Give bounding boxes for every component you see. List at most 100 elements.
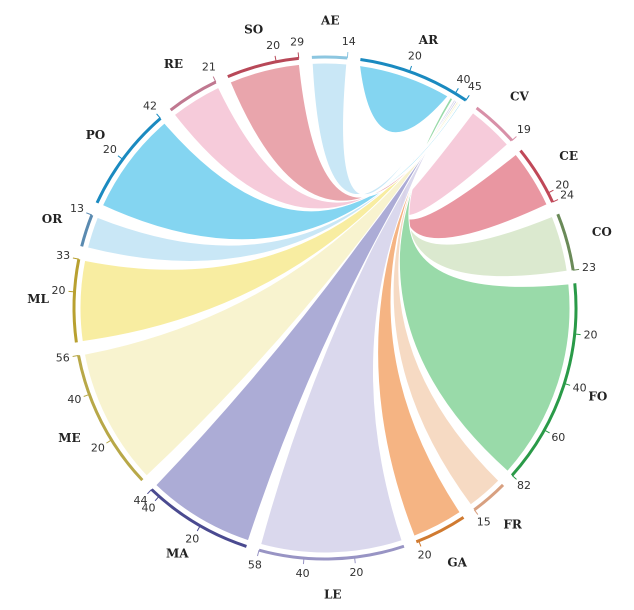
tick-label: 20 [555, 179, 569, 192]
tick-mark [544, 429, 550, 434]
tick-mark [465, 95, 470, 101]
segment-label: CV [510, 89, 530, 103]
tick-label: 14 [342, 35, 356, 48]
segment-arc [475, 106, 514, 142]
segment-arc [258, 544, 405, 561]
tick-label: 56 [56, 351, 70, 364]
ribbon [405, 96, 568, 278]
segment-label: AE [320, 14, 339, 28]
tick-mark [72, 354, 79, 358]
tick-label: 60 [551, 431, 565, 444]
segment-label: FR [503, 518, 523, 532]
segment-label: LE [324, 587, 342, 601]
segment-label: FO [588, 390, 607, 404]
segment-arc [556, 213, 575, 271]
tick-label: 45 [468, 80, 482, 93]
tick-label: 20 [266, 39, 280, 52]
tick-label: 42 [143, 99, 157, 112]
tick-label: 20 [418, 549, 432, 562]
segment-label: SO [244, 23, 263, 37]
segment-label: ML [27, 292, 49, 306]
tick-label: 33 [56, 249, 70, 262]
segment-arc [415, 516, 465, 544]
tick-mark [302, 558, 305, 565]
tick-label: 13 [70, 202, 84, 215]
tick-label: 20 [91, 441, 105, 454]
tick-label: 20 [103, 143, 117, 156]
tick-label: 40 [67, 393, 81, 406]
segment-label: RE [164, 57, 183, 71]
tick-label: 24 [560, 188, 574, 201]
tick-mark [106, 439, 112, 444]
tick-mark [256, 550, 260, 557]
ribbon [86, 102, 461, 262]
segment-arc [510, 283, 578, 477]
tick-mark [409, 65, 413, 72]
tick-label: 40 [457, 73, 471, 86]
tick-label: 20 [408, 50, 422, 63]
segment-arc [150, 488, 247, 548]
tick-mark [72, 257, 79, 260]
segment-label: CE [559, 149, 578, 163]
tick-label: 20 [584, 329, 598, 342]
tick-mark [212, 76, 217, 83]
segment-label: CO [592, 225, 612, 239]
tick-mark [297, 52, 300, 59]
tick-mark [418, 540, 422, 547]
tick-label: 20 [349, 566, 363, 579]
ribbon [173, 86, 463, 210]
tick-label: 40 [296, 567, 310, 580]
tick-label: 44 [134, 494, 148, 507]
tick-label: 40 [141, 501, 155, 514]
tick-mark [473, 509, 479, 515]
tick-mark [511, 474, 517, 480]
tick-mark [147, 489, 152, 495]
segment-label: AR [418, 33, 439, 47]
segment-arc [473, 483, 505, 511]
tick-mark [346, 51, 349, 59]
ribbon [400, 96, 548, 239]
tick-mark [564, 383, 571, 386]
tick-mark [573, 268, 580, 271]
ribbon [101, 102, 462, 241]
segment-arc [77, 355, 144, 482]
tick-label: 58 [248, 559, 262, 572]
tick-label: 82 [517, 479, 531, 492]
tick-label: 19 [517, 123, 531, 136]
ribbon [229, 63, 464, 202]
tick-mark [156, 113, 161, 119]
tick-label: 20 [52, 284, 66, 297]
segment-label: OR [42, 212, 63, 226]
tick-label: 20 [185, 533, 199, 546]
ribbons [79, 62, 571, 554]
segment-arc [95, 117, 162, 204]
segment-arc [519, 149, 554, 203]
segment-label: ME [58, 431, 80, 445]
tick-mark [83, 393, 90, 397]
segment-arc [311, 55, 348, 60]
tick-mark [511, 136, 517, 141]
segment-label: MA [166, 547, 189, 561]
segment-label: GA [447, 555, 467, 569]
tick-label: 40 [573, 381, 587, 394]
tick-mark [86, 212, 93, 216]
tick-mark [454, 88, 459, 94]
tick-label: 23 [582, 261, 596, 274]
tick-mark [117, 155, 124, 160]
tick-mark [154, 495, 160, 502]
tick-mark [574, 333, 581, 336]
segment-arc [169, 80, 217, 112]
tick-label: 29 [290, 35, 304, 48]
tick-mark [552, 199, 559, 203]
segment-label: PO [86, 128, 105, 142]
segment-arc [72, 258, 81, 343]
tick-label: 21 [202, 61, 216, 74]
tick-mark [274, 55, 277, 62]
ribbon [311, 62, 450, 195]
tick-label: 15 [477, 516, 491, 529]
segment-arc [227, 56, 299, 78]
tick-mark [354, 557, 356, 564]
tick-mark [547, 189, 554, 194]
